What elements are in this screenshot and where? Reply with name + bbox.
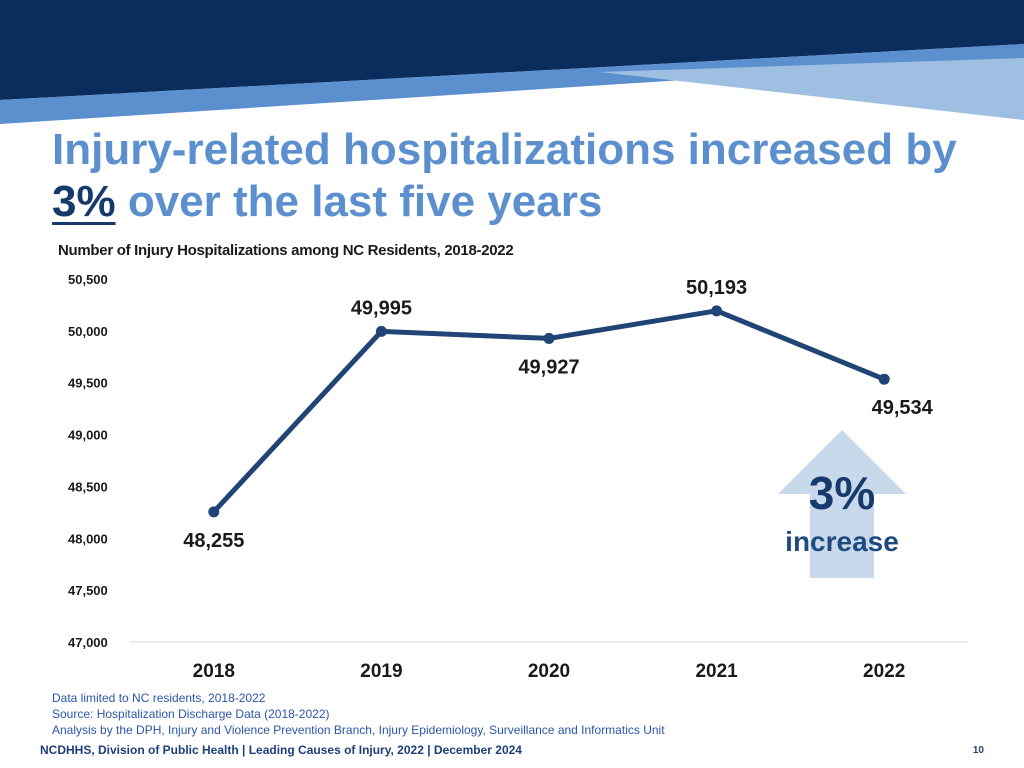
note-line-1: Data limited to NC residents, 2018-2022 <box>52 691 266 705</box>
series-points <box>208 305 890 518</box>
banner-dark-band <box>0 0 1024 100</box>
chart-title: Number of Injury Hospitalizations among … <box>58 242 514 259</box>
y-tick-label: 49,500 <box>68 376 108 391</box>
data-point <box>878 373 890 385</box>
header-banner <box>0 0 1024 124</box>
increase-percent: 3% <box>808 467 876 519</box>
x-axis: 2018 2019 2020 2021 2022 <box>193 661 906 682</box>
banner-light-stripe <box>600 58 1024 120</box>
y-tick-label: 49,000 <box>68 428 108 443</box>
y-tick-label: 50,000 <box>68 324 108 339</box>
data-label: 50,193 <box>686 277 747 299</box>
y-axis: 47,000 47,500 48,000 48,500 49,000 49,500 50,0… <box>68 272 108 650</box>
note-line-2: Source: Hospitalization Discharge Data (… <box>52 707 330 721</box>
data-point <box>375 325 387 337</box>
x-tick-label: 2022 <box>863 661 905 682</box>
y-tick-label: 48,500 <box>68 479 108 494</box>
x-tick-label: 2020 <box>528 661 570 682</box>
slide-title: Injury-related hospitalizations increase… <box>52 124 1024 228</box>
increase-arrow-icon <box>778 430 906 578</box>
page-number: 10 <box>972 745 984 756</box>
y-tick-label: 48,000 <box>68 531 108 546</box>
y-tick-label: 50,500 <box>68 272 108 287</box>
y-tick-label: 47,500 <box>68 583 108 598</box>
note-line-3: Analysis by the DPH, Injury and Violence… <box>52 723 665 737</box>
footer-text: NCDHHS, Division of Public Health | Lead… <box>40 743 522 757</box>
x-tick-label: 2021 <box>695 661 738 682</box>
data-point <box>543 332 555 344</box>
title-part1: Injury-related hospitalizations increase… <box>52 125 957 174</box>
y-tick-label: 47,000 <box>68 635 108 650</box>
data-notes: Data limited to NC residents, 2018-2022 … <box>52 690 665 738</box>
data-label: 49,534 <box>872 397 934 419</box>
x-tick-label: 2019 <box>360 661 402 682</box>
data-label: 49,927 <box>518 356 579 378</box>
title-part2: over the last five years <box>127 177 603 226</box>
title-highlight-percent: 3% <box>52 177 116 226</box>
data-labels: 48,255 49,995 49,927 50,193 49,534 <box>183 277 933 552</box>
data-label: 48,255 <box>183 530 244 552</box>
data-point <box>208 506 220 518</box>
data-label: 49,995 <box>351 297 412 319</box>
data-point <box>711 305 723 317</box>
x-tick-label: 2018 <box>193 661 235 682</box>
increase-label: increase <box>785 526 899 557</box>
banner-mid-stripe <box>0 44 1024 124</box>
